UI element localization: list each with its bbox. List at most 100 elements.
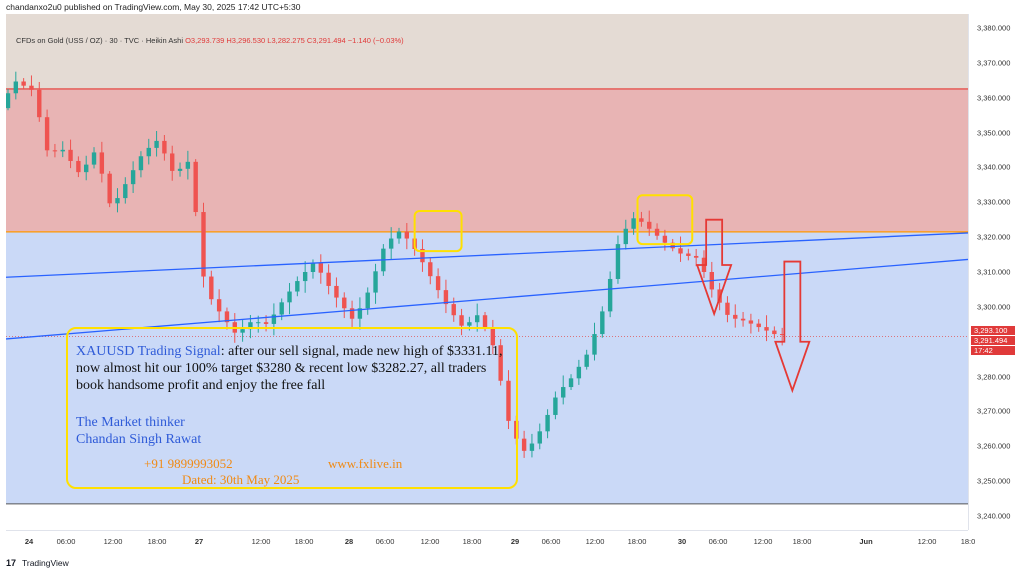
candle-body	[756, 323, 761, 328]
highlight-box-right	[636, 194, 694, 246]
candle-body	[553, 397, 558, 415]
candle-body	[428, 262, 433, 277]
x-tick-label: 06:00	[541, 537, 561, 546]
legend-open: O3,293.739	[185, 36, 225, 45]
candle-body	[670, 242, 675, 249]
candle-body	[326, 272, 331, 286]
buy-zone	[6, 231, 968, 504]
candle-body	[607, 278, 613, 312]
x-tick-label: 06:00	[56, 537, 76, 546]
sell-arrow-1	[695, 218, 733, 317]
candle-body	[154, 140, 159, 148]
x-tick-label: 18:00	[627, 537, 647, 546]
y-tick-label: 3,380.000	[977, 23, 1011, 33]
candle-body	[764, 327, 769, 331]
candle-body	[29, 85, 34, 90]
candle-body	[6, 93, 11, 109]
sell-arrow-2	[774, 260, 811, 394]
candle-body	[529, 443, 535, 451]
note-body: : after our sell signal, made new high o…	[76, 344, 503, 393]
candle-body	[475, 315, 480, 323]
x-tick-label: 28	[344, 537, 354, 546]
note-main-text: XAUUSD Trading Signal: after our sell si…	[76, 343, 510, 394]
candle-body	[146, 147, 151, 157]
note-date: Dated: 30th May 2025	[182, 472, 300, 487]
note-website: www.fxlive.in	[328, 456, 403, 471]
candle-body	[44, 117, 50, 151]
candle-body	[584, 354, 589, 367]
candle-body	[201, 212, 206, 277]
candle-body	[209, 276, 214, 300]
candle-body	[537, 431, 542, 444]
price-axis[interactable]: 3,240.000 3,250.000 3,260.000 3,270.000 3,28…	[968, 14, 1024, 530]
candle-body	[342, 297, 347, 309]
x-tick-label: 12:00	[917, 537, 937, 546]
candle-body	[107, 173, 112, 204]
legend-close: C3,291.494 −1.140 (−0.03%)	[306, 36, 404, 45]
candle-body	[388, 238, 394, 249]
candle-body	[310, 263, 316, 272]
candle-body	[592, 334, 597, 355]
note-lead: XAUUSD Trading Signal	[76, 344, 221, 359]
candle-body	[91, 152, 97, 165]
legend-low: L3,282.275	[267, 36, 305, 45]
x-tick-label: 12:00	[585, 537, 605, 546]
candle-body	[404, 231, 410, 239]
candle-body	[615, 244, 621, 279]
x-tick-label: 06:00	[708, 537, 728, 546]
candle-body	[506, 380, 511, 421]
candle-body	[779, 334, 785, 336]
x-tick-label: 18:00	[294, 537, 314, 546]
x-tick-label: 30	[677, 537, 687, 546]
candle-body	[334, 285, 339, 298]
x-tick-label: 18:00	[792, 537, 812, 546]
time-axis[interactable]: 24 06:00 12:00 18:00 27 12:00 18:00 28 06:00 12:0…	[6, 530, 975, 551]
candle-body	[748, 320, 754, 324]
candle-body	[521, 438, 527, 451]
candle-body	[482, 315, 488, 328]
y-tick-label: 3,300.000	[977, 302, 1011, 312]
x-tick-label: 18:00	[147, 537, 167, 546]
candle-body	[443, 290, 449, 305]
x-tick-label: 06:00	[375, 537, 395, 546]
candle-body	[170, 153, 175, 171]
note-author-name: Chandan Singh Rawat	[76, 432, 202, 447]
candle-body	[138, 156, 144, 171]
candle-body	[498, 345, 503, 381]
candle-body	[318, 263, 323, 273]
candle-body	[115, 198, 120, 204]
candle-body	[287, 291, 292, 303]
candle-body	[623, 228, 628, 245]
x-tick-label: 18:0	[960, 537, 976, 546]
y-tick-label: 3,250.000	[977, 476, 1011, 486]
candle-body	[459, 315, 464, 326]
candle-body	[76, 160, 81, 173]
lower-trendline	[6, 258, 968, 340]
candle-body	[631, 218, 636, 229]
tradingview-logo-icon: 17	[6, 558, 17, 568]
candle-body	[451, 304, 456, 316]
chart-frame[interactable]: CFDs on Gold (USS / OZ) · 30 · TVC · Hei…	[6, 14, 968, 530]
y-tick-label: 3,260.000	[977, 441, 1011, 451]
candle-body	[568, 378, 574, 388]
candle-body	[162, 140, 167, 154]
candle-body	[349, 308, 355, 319]
candle-body	[772, 330, 777, 335]
candle-body	[647, 221, 652, 229]
candle-body	[279, 302, 284, 315]
chart-svg[interactable]	[6, 14, 968, 530]
y-tick-label: 3,350.000	[977, 128, 1011, 138]
sell-zone	[6, 88, 968, 232]
candle-body	[263, 322, 269, 324]
x-tick-label: 18:00	[462, 537, 482, 546]
candle-body	[256, 322, 261, 324]
candle-body	[600, 311, 605, 335]
candle-body	[248, 322, 253, 330]
candle-body	[357, 308, 363, 319]
tradingview-brand: TradingView	[22, 558, 69, 568]
candle-body	[435, 276, 441, 291]
candle-body	[21, 81, 26, 86]
price-tag: 3,293.100	[971, 325, 1015, 335]
legend-high: H3,296.530	[226, 36, 266, 45]
x-tick-label: 12:00	[420, 537, 440, 546]
